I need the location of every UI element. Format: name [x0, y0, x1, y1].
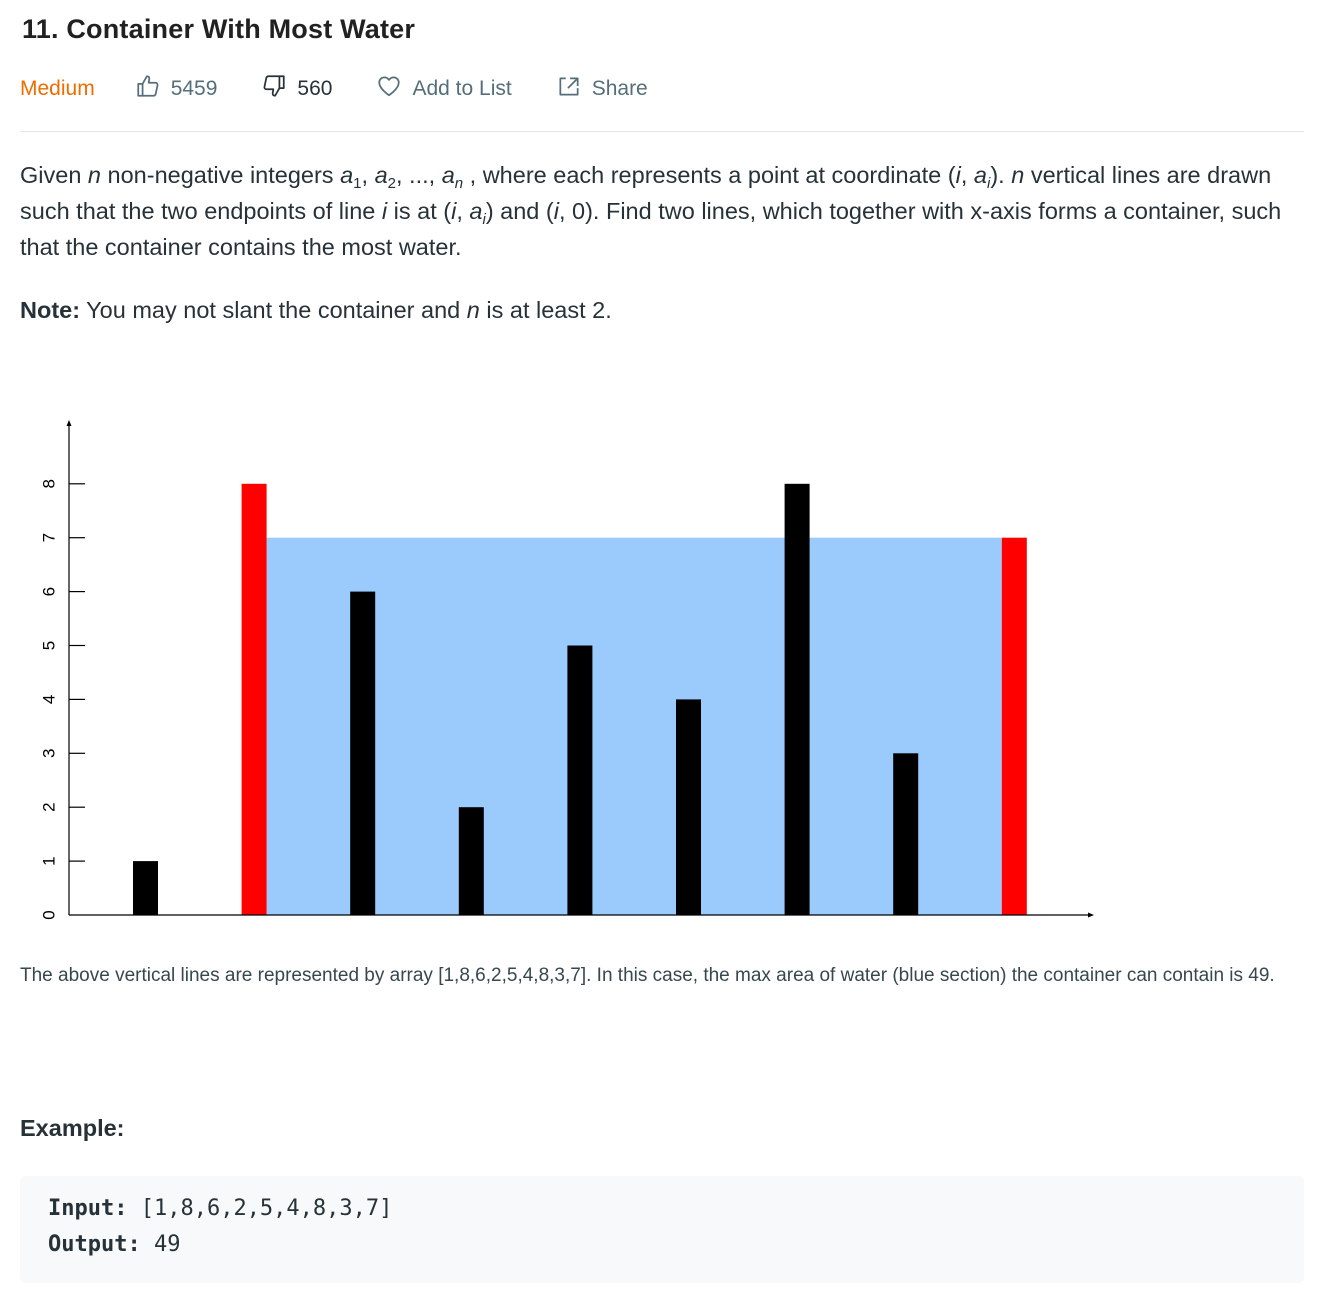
y-tick-label: 8 — [40, 479, 59, 488]
share-label: Share — [591, 77, 648, 100]
water-area — [266, 537, 1002, 915]
example-output-line: Output: 49 — [48, 1232, 180, 1257]
bar — [676, 699, 701, 915]
y-tick-label: 4 — [40, 695, 59, 704]
heart-icon — [376, 73, 412, 105]
example-code-block: Input: [1,8,6,2,5,4,8,3,7] Output: 49 — [20, 1176, 1304, 1283]
thumbs-up-icon — [135, 73, 171, 105]
highlighted-bar — [1001, 537, 1027, 915]
y-tick-label: 5 — [40, 641, 59, 650]
dislike-count: 560 — [297, 77, 333, 100]
example-input-line: Input: [1,8,6,2,5,4,8,3,7] — [48, 1196, 392, 1221]
bar — [458, 807, 484, 915]
header-divider — [20, 131, 1304, 132]
bar — [350, 591, 376, 915]
add-to-list-button[interactable]: Add to List — [376, 73, 512, 105]
chart-caption: The above vertical lines are represented… — [20, 965, 1275, 986]
share-button[interactable]: Share — [556, 73, 648, 105]
difficulty-label: Medium — [20, 77, 95, 100]
bar — [893, 753, 919, 915]
example-output-value: 49 — [140, 1232, 181, 1257]
add-to-list-label: Add to List — [412, 77, 512, 100]
y-tick-label: 0 — [40, 910, 59, 919]
x-axis-arrow — [1088, 912, 1094, 918]
example-input-value: [1,8,6,2,5,4,8,3,7] — [127, 1196, 393, 1221]
example-input-label: Input: — [48, 1196, 128, 1221]
y-tick-label: 7 — [40, 533, 59, 542]
problem-description: Given n non-negative integers a1, a2, ..… — [20, 162, 1282, 260]
container-water-chart: 0 1 2 3 4 5 6 7 8 — [40, 420, 1094, 920]
example-heading: Example: — [20, 1115, 125, 1141]
bar — [567, 645, 593, 915]
note-label: Note: — [20, 297, 81, 323]
highlighted-bar — [241, 483, 267, 915]
bar — [784, 483, 810, 915]
y-tick-label: 1 — [40, 856, 59, 865]
problem-title: 11. Container With Most Water — [22, 14, 416, 44]
dislike-button[interactable]: 560 — [261, 73, 332, 105]
like-count: 5459 — [170, 77, 218, 100]
share-icon — [556, 73, 592, 105]
y-tick-label: 2 — [40, 802, 59, 811]
y-tick-label: 3 — [40, 749, 59, 758]
y-axis-arrow — [66, 420, 72, 426]
example-output-label: Output: — [48, 1232, 141, 1257]
like-button[interactable]: 5459 — [135, 73, 218, 105]
problem-meta-bar: Medium 5459 560 — [20, 72, 692, 106]
thumbs-down-icon — [261, 73, 297, 105]
bar — [133, 861, 158, 915]
y-tick-label: 6 — [40, 587, 59, 596]
problem-note: Note: You may not slant the container an… — [20, 297, 612, 323]
